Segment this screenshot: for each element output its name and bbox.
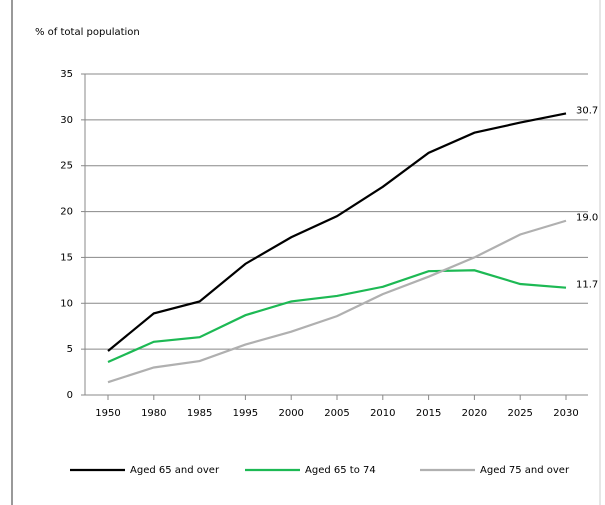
legend-label: Aged 65 and over bbox=[130, 465, 220, 476]
x-tick-label: 2020 bbox=[462, 408, 487, 419]
series-line bbox=[107, 269, 567, 363]
x-tick-label: 2015 bbox=[416, 408, 441, 419]
x-tick-label: 1980 bbox=[141, 408, 166, 419]
chart-title: % of total population bbox=[35, 27, 140, 38]
value-label: 19.0 bbox=[576, 213, 598, 224]
y-tick-label: 30 bbox=[60, 115, 73, 126]
y-tick-label: 20 bbox=[60, 207, 73, 218]
y-tick-label: 5 bbox=[67, 344, 73, 355]
legend-label: Aged 75 and over bbox=[480, 465, 570, 476]
y-tick-label: 0 bbox=[67, 390, 73, 401]
x-tick-label: 1995 bbox=[233, 408, 258, 419]
y-tick-label: 10 bbox=[60, 298, 73, 309]
x-tick-label: 1985 bbox=[187, 408, 212, 419]
x-tick-label: 2010 bbox=[370, 408, 395, 419]
value-label: 11.7 bbox=[576, 280, 598, 291]
x-tick-label: 2030 bbox=[553, 408, 578, 419]
y-tick-label: 35 bbox=[60, 69, 73, 80]
x-tick-label: 2000 bbox=[278, 408, 303, 419]
value-label: 30.7 bbox=[576, 105, 598, 116]
x-tick-label: 1950 bbox=[95, 408, 120, 419]
y-tick-label: 15 bbox=[60, 252, 73, 263]
x-tick-label: 2005 bbox=[324, 408, 349, 419]
series-line bbox=[107, 112, 567, 352]
legend-label: Aged 65 to 74 bbox=[305, 465, 376, 476]
y-tick-label: 25 bbox=[60, 161, 73, 172]
series-line bbox=[107, 219, 567, 384]
x-tick-label: 2025 bbox=[507, 408, 532, 419]
